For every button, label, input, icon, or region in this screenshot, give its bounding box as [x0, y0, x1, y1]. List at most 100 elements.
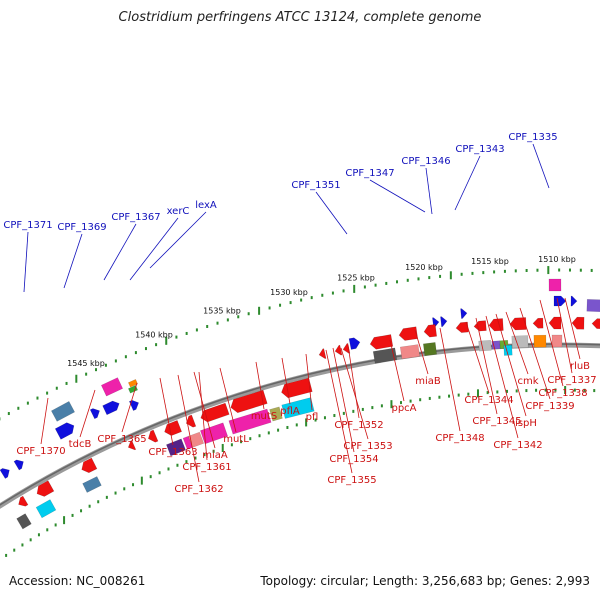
gene-label-bottom: ispH	[515, 418, 537, 429]
major-tick	[140, 476, 143, 485]
minor-tick	[361, 407, 364, 411]
gene-label-bottom: CPF_1362	[174, 484, 223, 495]
gene-label-top: CPF_1346	[401, 156, 450, 167]
label-leader	[564, 297, 581, 360]
minor-tick	[37, 533, 40, 537]
gene-shape	[399, 344, 421, 360]
minor-tick	[342, 411, 345, 415]
major-tick	[258, 306, 261, 315]
label-leader	[23, 231, 29, 293]
label-leader	[193, 371, 216, 449]
minor-tick	[124, 355, 127, 359]
gene-shape	[511, 335, 529, 349]
tick-label: 1530 kbp	[270, 288, 308, 297]
tick-label: 1520 kbp	[405, 263, 443, 272]
minor-tick	[399, 401, 402, 405]
accession-label: Accession: NC_008261	[9, 574, 146, 588]
minor-tick	[417, 277, 420, 281]
minor-tick	[105, 495, 108, 499]
label-leader	[103, 223, 137, 281]
minor-tick	[123, 487, 126, 491]
minor-tick	[206, 324, 209, 328]
gene-shape	[571, 316, 585, 330]
gene-shape	[548, 316, 562, 330]
gene-shape	[548, 278, 562, 292]
forward-gene	[318, 348, 327, 359]
gene-shape	[281, 397, 315, 419]
major-tick	[63, 516, 66, 525]
forward-gene	[548, 278, 562, 292]
gene-shape	[100, 377, 124, 397]
gene-shape	[460, 308, 468, 319]
minor-tick	[249, 437, 252, 441]
gene-shape	[185, 414, 197, 428]
gene-shape	[200, 402, 230, 423]
label-leader	[177, 374, 200, 483]
minor-tick	[295, 423, 298, 427]
gene-label-bottom: miaB	[415, 376, 441, 387]
minor-tick	[363, 285, 366, 289]
label-leader	[332, 347, 355, 453]
minor-tick	[240, 440, 243, 444]
label-leader	[532, 143, 550, 189]
gene-shape	[228, 408, 272, 435]
label-leader	[465, 321, 490, 394]
reverse-gene	[269, 406, 283, 422]
minor-tick	[230, 443, 233, 447]
reverse-gene	[148, 429, 159, 443]
major-tick	[449, 271, 452, 280]
minor-tick	[46, 391, 49, 395]
minor-tick	[237, 315, 240, 319]
gene-label-bottom: CPF_1352	[334, 420, 383, 431]
forward-gene	[54, 422, 75, 440]
minor-tick	[185, 460, 188, 464]
gene-shape	[369, 334, 394, 350]
gene-shape	[18, 495, 29, 507]
gene-label-bottom: CPF_1348	[435, 433, 484, 444]
minor-tick	[277, 428, 280, 432]
major-tick	[165, 336, 168, 345]
gene-shape	[51, 401, 75, 422]
gene-label-bottom: pflA	[280, 406, 300, 417]
minor-tick	[406, 278, 409, 282]
minor-tick	[5, 553, 8, 557]
forward-gene	[488, 318, 504, 332]
forward-gene	[551, 334, 563, 348]
gene-label-top: CPF_1351	[291, 180, 340, 191]
label-leader	[369, 179, 426, 213]
gene-label-bottom: miaA	[202, 450, 228, 461]
gene-shape	[533, 334, 547, 348]
label-leader	[315, 191, 348, 235]
label-leader	[129, 217, 179, 281]
gene-label-bottom: CPF_1370	[16, 446, 65, 457]
map-title: Clostridium perfringens ATCC 13124, comp…	[118, 10, 482, 25]
forward-gene	[586, 299, 600, 313]
gene-label-bottom: CPF_1363	[148, 447, 197, 458]
gene-shape	[473, 320, 487, 332]
minor-tick	[496, 390, 499, 394]
forward-gene	[399, 344, 421, 360]
minor-tick	[114, 359, 117, 363]
gene-shape	[128, 379, 138, 388]
minor-tick	[55, 386, 58, 390]
tick-label: 1545 kbp	[67, 359, 105, 368]
gene-label-bottom: CPF_1337	[547, 375, 596, 386]
minor-tick	[419, 398, 422, 402]
minor-tick	[226, 318, 229, 322]
minor-tick	[267, 431, 270, 435]
gene-shape	[318, 348, 327, 359]
minor-tick	[97, 500, 100, 504]
forward-gene	[398, 326, 419, 341]
minor-tick	[21, 543, 24, 547]
forward-gene	[89, 408, 100, 420]
label-leader	[340, 347, 369, 440]
gene-shape	[102, 400, 120, 416]
minor-tick	[457, 393, 460, 397]
label-leader	[121, 382, 138, 433]
major-tick	[221, 443, 224, 452]
minor-tick	[17, 406, 20, 410]
gene-shape	[16, 513, 32, 530]
gene-shape	[586, 299, 600, 313]
gene-label-bottom: CPF_1338	[538, 388, 587, 399]
minor-tick	[467, 392, 470, 396]
